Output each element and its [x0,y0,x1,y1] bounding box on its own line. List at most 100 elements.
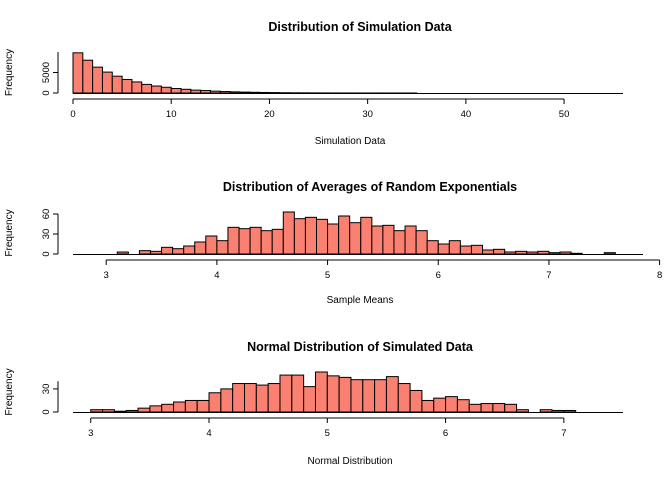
histogram-bar [361,217,372,254]
histogram-bar [315,372,327,412]
histogram-bar [211,91,221,93]
histogram-bar [363,380,375,412]
x-tick-label: 5 [325,270,330,281]
histogram-bar [201,91,211,93]
histogram-bar [394,231,405,254]
histogram-bar [245,384,257,412]
bars [91,372,576,412]
histogram-bar [564,410,576,412]
histogram-bar [162,404,174,412]
histogram-bar [93,67,103,93]
histogram-bar [460,246,471,254]
histogram-bar [305,217,316,254]
histogram-bar [469,404,481,412]
histogram-bar [272,229,283,254]
x-tick-label: 4 [206,428,211,439]
histogram-bar [505,252,516,254]
histogram-bar [438,244,449,254]
histogram-bar [139,251,150,254]
histogram-bar [233,384,245,412]
histogram-bar [410,390,422,412]
histogram-bar [372,226,383,254]
histogram-bar [228,227,239,254]
histogram-bar [173,249,184,254]
bars [117,212,615,254]
histogram-bar [446,397,458,412]
y-tick-label: 30 [41,229,52,240]
histogram-bar [317,219,328,254]
histogram-bar [538,251,549,254]
histogram-bar [122,79,132,93]
histogram-bar [162,247,173,254]
bars [73,53,417,93]
histogram-bar [220,92,230,93]
x-tick-label: 10 [166,109,177,120]
histogram-bar [422,400,434,412]
histogram-bar [549,253,560,254]
histogram-bar [471,245,482,254]
x-tick-label: 4 [214,270,219,281]
y-tick-label: 0 [41,90,52,95]
histogram-bar [197,400,209,412]
histogram-bar [560,252,571,254]
y-tick-label: 5000 [41,62,52,83]
histogram-bar [161,87,171,93]
x-tick-label: 20 [264,109,275,120]
histogram-bar [571,253,582,254]
x-tick-label: 30 [362,109,373,120]
histogram-bar [206,236,217,254]
histogram-bar [91,410,103,412]
histogram-bar [386,377,398,412]
histogram-bar [184,246,195,254]
histogram-bar [494,249,505,254]
histogram-bar [280,375,292,412]
x-tick-label: 7 [561,428,566,439]
x-axis-title: Sample Means [327,295,394,306]
histogram-bar [540,410,552,412]
chart-title: Distribution of Simulation Data [268,20,452,34]
histogram-bar [527,252,538,254]
x-axis-title: Normal Distribution [307,456,392,467]
x-tick-label: 3 [88,428,93,439]
histogram-bar [516,251,527,254]
histogram-bar [552,410,564,412]
histogram-bar [398,384,410,412]
y-axis-title: Frequency [4,49,15,96]
histogram-bar [150,406,162,412]
histogram-bar [427,241,438,254]
x-tick-label: 5 [325,428,330,439]
histogram-bar [505,404,517,412]
histogram-bar [114,411,126,412]
histogram-bar [102,72,112,93]
histogram-bar [142,84,152,93]
histogram-bar [261,231,272,254]
histogram-bar [171,88,181,93]
y-tick-label: 60 [41,209,52,220]
histogram-bar [83,60,93,93]
histogram-bar [481,404,493,412]
histogram-bar [351,380,363,412]
histogram-bar [304,387,316,412]
y-tick-label: 0 [41,251,52,256]
histogram-bar [339,377,351,412]
histogram-bar [375,380,387,412]
histogram-bar [185,400,197,412]
histogram-bar [292,375,304,412]
y-axis-title: Frequency [4,368,15,415]
histogram-bar [383,225,394,254]
histogram-bar [250,92,260,93]
x-tick-label: 7 [546,270,551,281]
histogram-bar [240,92,250,93]
histogram-bar [260,92,270,93]
histogram-bar [493,404,505,412]
histogram-bar [294,219,305,254]
histogram-bar [457,400,469,412]
histogram-bar [517,410,529,412]
